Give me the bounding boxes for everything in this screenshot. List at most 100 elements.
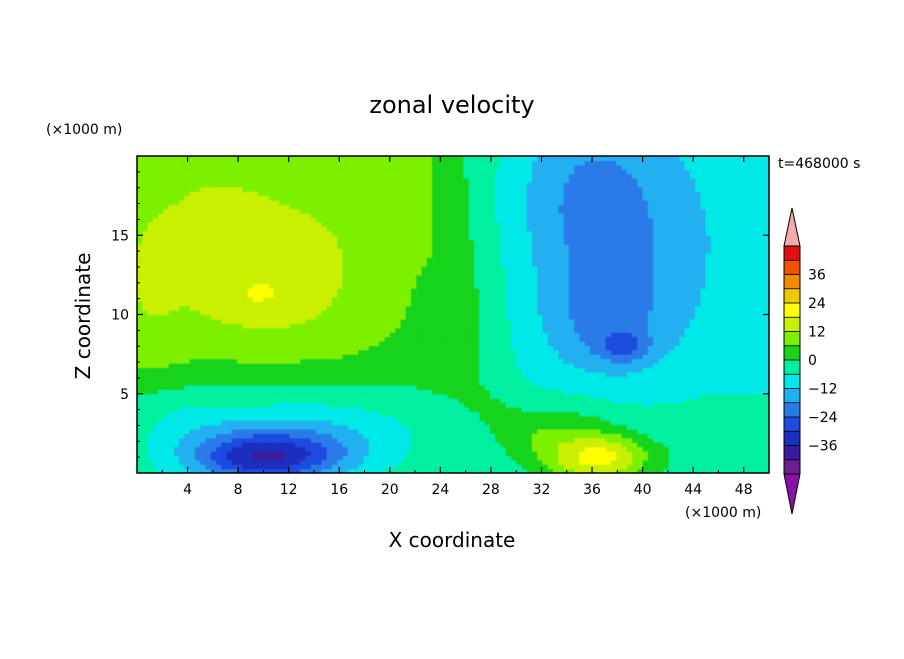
heatmap-cell	[479, 420, 486, 426]
heatmap-cell	[426, 406, 433, 412]
heatmap-cell	[447, 213, 454, 219]
heatmap-cell	[463, 384, 470, 390]
heatmap-cell	[474, 235, 480, 241]
heatmap-cell	[489, 428, 496, 434]
heatmap-cell	[310, 358, 317, 364]
heatmap-cell	[247, 248, 254, 254]
heatmap-cell	[431, 182, 438, 188]
heatmap-cell	[374, 380, 380, 386]
heatmap-cell	[273, 186, 280, 192]
heatmap-cell	[395, 230, 401, 236]
heatmap-cell	[310, 433, 317, 439]
heatmap-cell	[300, 398, 307, 404]
heatmap-cell	[400, 340, 407, 346]
heatmap-cell	[426, 433, 433, 439]
heatmap-cell	[194, 270, 201, 276]
heatmap-cell	[226, 433, 233, 439]
heatmap-cell	[258, 301, 264, 307]
heatmap-cell	[142, 160, 149, 166]
heatmap-cell	[368, 314, 375, 320]
heatmap-cell	[289, 437, 296, 443]
heatmap-cell	[200, 340, 207, 346]
heatmap-cell	[479, 296, 486, 302]
heatmap-cell	[426, 169, 433, 175]
heatmap-cell	[500, 411, 507, 417]
heatmap-cell	[137, 398, 143, 404]
heatmap-cell	[326, 156, 333, 161]
heatmap-cell	[184, 195, 191, 201]
heatmap-cell	[374, 200, 380, 206]
heatmap-cell	[484, 283, 491, 289]
heatmap-cell	[405, 270, 412, 276]
heatmap-cell	[310, 270, 317, 276]
heatmap-cell	[453, 244, 459, 250]
heatmap-cell	[189, 230, 196, 236]
heatmap-cell	[295, 450, 301, 456]
heatmap-cell	[137, 261, 143, 267]
heatmap-cell	[142, 169, 149, 175]
heatmap-cell	[405, 305, 412, 311]
heatmap-cell	[305, 204, 312, 210]
heatmap-cell	[421, 156, 428, 161]
heatmap-cell	[495, 340, 501, 346]
heatmap-cell	[289, 415, 296, 421]
heatmap-cell	[374, 354, 380, 360]
heatmap-cell	[489, 292, 496, 298]
heatmap-cell	[389, 318, 396, 324]
heatmap-cell	[216, 318, 222, 324]
heatmap-cell	[500, 389, 507, 395]
heatmap-cell	[173, 433, 180, 439]
heatmap-cell	[152, 455, 159, 461]
heatmap-cell	[305, 314, 312, 320]
heatmap-cell	[189, 393, 196, 399]
heatmap-cell	[284, 459, 291, 465]
heatmap-cell	[431, 424, 438, 430]
heatmap-cell	[279, 270, 286, 276]
heatmap-cell	[431, 384, 438, 390]
heatmap-cell	[210, 217, 217, 223]
heatmap-cell	[368, 208, 375, 214]
heatmap-cell	[431, 310, 438, 316]
heatmap-cell	[289, 244, 296, 250]
heatmap-cell	[189, 367, 196, 373]
heatmap-cell	[400, 270, 407, 276]
heatmap-cell	[447, 279, 454, 285]
heatmap-cell	[258, 327, 264, 333]
heatmap-cell	[384, 442, 391, 448]
heatmap-cell	[200, 459, 207, 465]
heatmap-cell	[168, 301, 175, 307]
heatmap-cell	[426, 345, 433, 351]
heatmap-cell	[326, 437, 333, 443]
heatmap-cell	[184, 358, 191, 364]
heatmap-cell	[231, 301, 238, 307]
heatmap-cell	[284, 367, 291, 373]
heatmap-cell	[421, 380, 428, 386]
heatmap-cell	[358, 340, 365, 346]
heatmap-cell	[268, 367, 275, 373]
heatmap-cell	[258, 340, 264, 346]
heatmap-cell	[289, 217, 296, 223]
heatmap-cell	[342, 226, 349, 232]
heatmap-cell	[189, 389, 196, 395]
heatmap-cell	[279, 160, 286, 166]
heatmap-cell	[300, 428, 307, 434]
heatmap-cell	[200, 235, 207, 241]
heatmap-cell	[479, 459, 486, 465]
heatmap-cell	[463, 226, 470, 232]
heatmap-cell	[194, 235, 201, 241]
heatmap-cell	[363, 217, 370, 223]
heatmap-cell	[194, 217, 201, 223]
heatmap-cell	[352, 415, 359, 421]
heatmap-cell	[158, 433, 164, 439]
heatmap-cell	[247, 354, 254, 360]
heatmap-cell	[484, 332, 491, 338]
heatmap-cell	[453, 310, 459, 316]
heatmap-cell	[400, 380, 407, 386]
heatmap-cell	[147, 217, 154, 223]
heatmap-cell	[431, 195, 438, 201]
heatmap-cell	[437, 406, 444, 412]
heatmap-cell	[458, 398, 465, 404]
heatmap-cell	[400, 358, 407, 364]
heatmap-cell	[331, 160, 338, 166]
heatmap-cell	[300, 266, 307, 272]
